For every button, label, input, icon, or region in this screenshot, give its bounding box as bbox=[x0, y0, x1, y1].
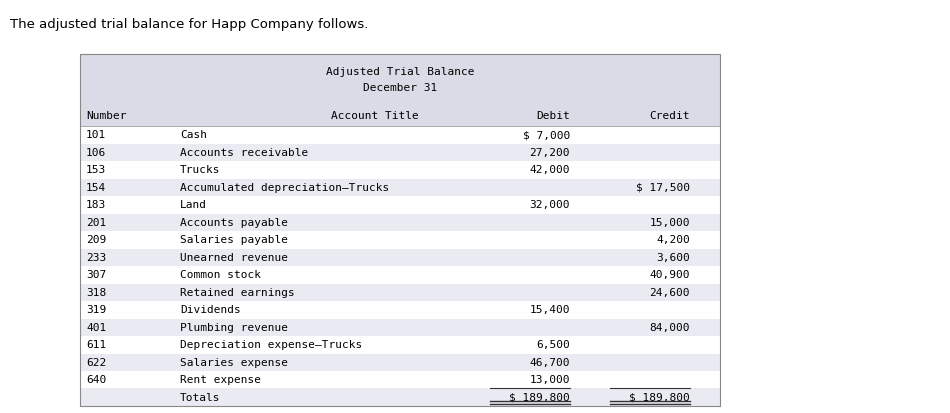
Text: Dividends: Dividends bbox=[180, 305, 240, 315]
Text: Common stock: Common stock bbox=[180, 270, 261, 280]
Text: 46,700: 46,700 bbox=[529, 357, 570, 367]
Text: 24,600: 24,600 bbox=[650, 287, 690, 297]
Text: 307: 307 bbox=[86, 270, 106, 280]
Bar bbox=[80, 144, 720, 161]
Text: $ 17,500: $ 17,500 bbox=[636, 183, 690, 192]
Text: 201: 201 bbox=[86, 218, 106, 228]
Text: Adjusted Trial Balance: Adjusted Trial Balance bbox=[326, 67, 474, 77]
Bar bbox=[80, 336, 720, 354]
Text: December 31: December 31 bbox=[363, 83, 437, 93]
Text: 154: 154 bbox=[86, 183, 106, 192]
Text: Accounts receivable: Accounts receivable bbox=[180, 147, 308, 158]
Text: Retained earnings: Retained earnings bbox=[180, 287, 294, 297]
Text: The adjusted trial balance for Happ Company follows.: The adjusted trial balance for Happ Comp… bbox=[10, 18, 369, 31]
Text: 318: 318 bbox=[86, 287, 106, 297]
Text: Number: Number bbox=[86, 111, 126, 121]
Text: 3,600: 3,600 bbox=[656, 252, 690, 262]
Text: Plumbing revenue: Plumbing revenue bbox=[180, 322, 288, 332]
Text: $ 7,000: $ 7,000 bbox=[522, 130, 570, 140]
Text: 40,900: 40,900 bbox=[650, 270, 690, 280]
Bar bbox=[80, 127, 720, 144]
Text: Account Title: Account Title bbox=[332, 111, 419, 121]
Text: 27,200: 27,200 bbox=[529, 147, 570, 158]
Bar bbox=[80, 214, 720, 231]
Text: 15,400: 15,400 bbox=[529, 305, 570, 315]
Text: Depreciation expense–Trucks: Depreciation expense–Trucks bbox=[180, 339, 362, 350]
Bar bbox=[80, 301, 720, 319]
Bar bbox=[80, 266, 720, 284]
Text: 15,000: 15,000 bbox=[650, 218, 690, 228]
Text: 84,000: 84,000 bbox=[650, 322, 690, 332]
Text: 101: 101 bbox=[86, 130, 106, 140]
Text: 622: 622 bbox=[86, 357, 106, 367]
Bar bbox=[80, 249, 720, 266]
Bar bbox=[80, 284, 720, 301]
Bar bbox=[80, 197, 720, 214]
Bar bbox=[80, 179, 720, 197]
Bar bbox=[80, 319, 720, 336]
Bar bbox=[80, 389, 720, 406]
Text: 153: 153 bbox=[86, 165, 106, 175]
Text: 4,200: 4,200 bbox=[656, 235, 690, 245]
Text: 401: 401 bbox=[86, 322, 106, 332]
Text: Cash: Cash bbox=[180, 130, 207, 140]
Text: Credit: Credit bbox=[650, 111, 690, 121]
Text: 319: 319 bbox=[86, 305, 106, 315]
Bar bbox=[80, 161, 720, 179]
Text: 42,000: 42,000 bbox=[529, 165, 570, 175]
Text: Rent expense: Rent expense bbox=[180, 375, 261, 385]
Text: Debit: Debit bbox=[536, 111, 570, 121]
Bar bbox=[80, 371, 720, 389]
Text: 32,000: 32,000 bbox=[529, 200, 570, 210]
Text: Trucks: Trucks bbox=[180, 165, 220, 175]
Text: 233: 233 bbox=[86, 252, 106, 262]
Text: Accounts payable: Accounts payable bbox=[180, 218, 288, 228]
Text: 106: 106 bbox=[86, 147, 106, 158]
Text: Totals: Totals bbox=[180, 392, 220, 402]
Text: 6,500: 6,500 bbox=[536, 339, 570, 350]
Bar bbox=[80, 354, 720, 371]
Text: Salaries payable: Salaries payable bbox=[180, 235, 288, 245]
Text: Land: Land bbox=[180, 200, 207, 210]
Bar bbox=[80, 55, 720, 406]
Text: 209: 209 bbox=[86, 235, 106, 245]
Bar bbox=[80, 55, 720, 406]
Text: Unearned revenue: Unearned revenue bbox=[180, 252, 288, 262]
Text: Accumulated depreciation–Trucks: Accumulated depreciation–Trucks bbox=[180, 183, 390, 192]
Text: $ 189,800: $ 189,800 bbox=[509, 392, 570, 402]
Text: 611: 611 bbox=[86, 339, 106, 350]
Text: Salaries expense: Salaries expense bbox=[180, 357, 288, 367]
Text: $ 189,800: $ 189,800 bbox=[629, 392, 690, 402]
Text: 13,000: 13,000 bbox=[529, 375, 570, 385]
Text: 183: 183 bbox=[86, 200, 106, 210]
Bar bbox=[80, 231, 720, 249]
Text: 640: 640 bbox=[86, 375, 106, 385]
